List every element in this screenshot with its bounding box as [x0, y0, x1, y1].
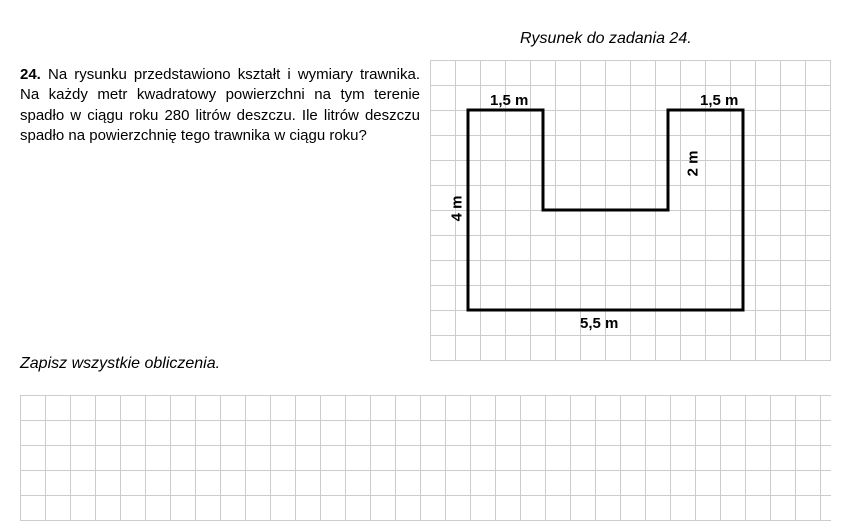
instruction-text: Zapisz wszystkie obliczenia. — [20, 355, 220, 373]
work-grid — [20, 395, 831, 521]
figure-caption: Rysunek do zadania 24. — [520, 30, 692, 48]
dim-label: 2 m — [684, 151, 701, 177]
dim-label: 4 m — [448, 196, 465, 222]
dim-label: 1,5 m — [700, 92, 738, 109]
problem-number: 24. — [20, 66, 41, 83]
problem-text: 24. Na rysunku przedstawiono kształt i w… — [20, 65, 420, 146]
dim-label: 5,5 m — [580, 315, 618, 332]
problem-body: Na rysunku przedstawiono kształt i wymia… — [20, 66, 420, 144]
dim-label: 1,5 m — [490, 92, 528, 109]
